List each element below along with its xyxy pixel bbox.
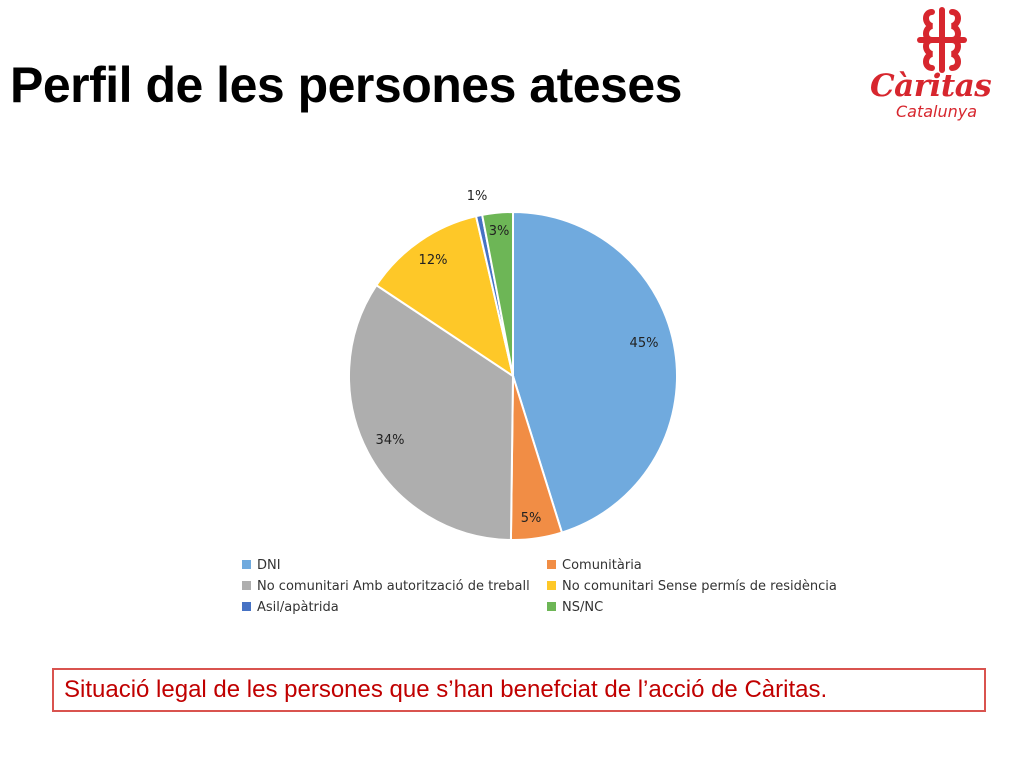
legend-label: No comunitari Amb autorització de trebal… [257, 579, 530, 594]
legend-swatch [242, 560, 251, 569]
slice-label: 12% [419, 253, 448, 268]
pie-slices [347, 210, 678, 542]
caption-box: Situació legal de les persones que s’han… [52, 668, 986, 712]
legend-label: Asil/apàtrida [257, 600, 339, 615]
legend-label: No comunitari Sense permís de residència [562, 579, 837, 594]
caritas-cross-icon [917, 7, 967, 73]
legend-swatch [547, 560, 556, 569]
slice-labels: 45% 5% 34% 12% 1% 3% [376, 189, 659, 526]
slice-label: 3% [489, 224, 510, 239]
caption-text: Situació legal de les persones que s’han… [64, 676, 828, 703]
pie-slice [512, 210, 678, 534]
slide-title: Perfil de les persones ateses [10, 57, 682, 113]
chart-legend: DNI Comunitària No comunitari Amb autoritz… [242, 558, 837, 615]
legend-swatch [242, 581, 251, 590]
logo-subtitle: Catalunya [896, 102, 978, 121]
legend-swatch [547, 581, 556, 590]
legend-swatch [547, 602, 556, 611]
slice-label: 5% [521, 511, 542, 526]
logo-name: Càritas [870, 68, 992, 104]
caritas-logo: Càritas Catalunya [862, 4, 1022, 126]
legend-label: DNI [257, 558, 281, 573]
legend-label: NS/NC [562, 600, 603, 615]
slice-label: 1% [467, 189, 488, 204]
pie-chart: 45% 5% 34% 12% 1% 3% DNI Comunitària No comunit… [242, 189, 837, 615]
slice-label: 45% [630, 336, 659, 351]
legend-label: Comunitària [562, 558, 642, 573]
slice-label: 34% [376, 433, 405, 448]
legend-swatch [242, 602, 251, 611]
pie-slice [375, 215, 515, 379]
pie-slice [480, 210, 514, 377]
